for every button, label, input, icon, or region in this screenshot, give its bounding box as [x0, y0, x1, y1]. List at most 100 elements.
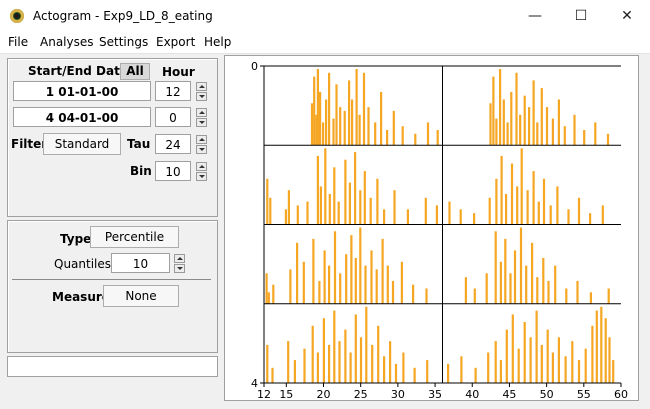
activity-bar	[551, 352, 554, 383]
activity-bar	[287, 190, 290, 225]
menu-settings[interactable]: Settings	[99, 35, 149, 49]
activity-bar	[351, 99, 354, 146]
activity-bar	[577, 197, 581, 225]
activity-bar	[565, 288, 568, 304]
activity-bar	[489, 103, 492, 146]
menu-help[interactable]: Help	[204, 35, 232, 49]
activity-bar	[350, 235, 353, 304]
activity-bar	[402, 352, 405, 383]
activity-bar	[447, 363, 450, 383]
quantiles-label: Quantiles	[54, 257, 112, 271]
activity-bar	[316, 352, 319, 383]
activity-bar	[608, 337, 611, 384]
activity-bar	[460, 356, 463, 383]
activity-bar	[584, 348, 587, 383]
bin-spinner[interactable]	[196, 162, 207, 181]
activity-bar	[355, 69, 358, 146]
end-hour-spinner[interactable]	[196, 108, 207, 127]
activity-bar	[383, 356, 386, 383]
activity-bar	[532, 80, 535, 146]
activity-bar	[529, 337, 532, 384]
activity-bar	[323, 250, 326, 304]
activity-bar	[392, 110, 395, 146]
x-tick-label: 12	[257, 388, 271, 400]
x-tick-label: 60	[614, 388, 628, 400]
activity-bar	[269, 197, 272, 225]
activity-bar	[354, 258, 357, 304]
activity-bar	[499, 69, 502, 146]
activity-bar	[266, 344, 269, 383]
activity-bar	[485, 273, 488, 304]
activity-bar	[359, 227, 362, 304]
activity-bar	[556, 186, 559, 225]
start-end-date-label: Start/End Date	[28, 64, 128, 78]
activity-bar	[348, 182, 351, 225]
activity-bar	[313, 76, 316, 146]
x-tick-label: 45	[502, 388, 516, 400]
start-hour-spinner[interactable]	[196, 82, 207, 101]
tau-field[interactable]: 24	[155, 134, 191, 154]
activity-bar	[293, 360, 296, 383]
activity-bar	[499, 261, 502, 304]
activity-bar	[563, 126, 566, 146]
bin-field[interactable]: 10	[155, 161, 191, 181]
menu-file[interactable]: File	[8, 35, 29, 49]
activity-bar	[567, 209, 570, 225]
activity-bar	[473, 213, 476, 225]
quantiles-field[interactable]: 10	[111, 253, 170, 273]
x-tick-label: 30	[391, 388, 405, 400]
menu-analyses[interactable]: Analyses	[40, 35, 94, 49]
activity-bar	[532, 171, 535, 225]
activity-bar	[426, 360, 429, 383]
activity-bar	[612, 360, 615, 383]
activity-bar	[499, 360, 502, 383]
start-hour-field[interactable]: 12	[155, 81, 191, 101]
activity-bar	[506, 122, 509, 146]
activity-bar	[526, 190, 529, 225]
activity-bar	[513, 250, 517, 304]
activity-bar	[381, 238, 384, 304]
activity-bar	[547, 280, 550, 304]
activity-bar	[510, 91, 513, 146]
activity-bar	[371, 344, 374, 383]
filter-dropdown[interactable]: Standard	[43, 133, 121, 155]
minimize-button[interactable]: —	[528, 8, 542, 24]
activity-bar	[315, 114, 318, 146]
quantiles-spinner[interactable]	[174, 254, 185, 273]
activity-bar	[362, 72, 366, 146]
activity-bar	[344, 329, 347, 383]
end-hour-field[interactable]: 0	[155, 107, 191, 127]
end-date-field[interactable]: 4 04-01-00	[13, 107, 151, 127]
all-button[interactable]: All	[120, 63, 150, 80]
activity-bar	[606, 133, 610, 146]
start-date-field[interactable]: 1 01-01-00	[13, 81, 151, 101]
maximize-button[interactable]: ☐	[574, 8, 588, 24]
activity-bar	[494, 231, 497, 304]
activity-bar	[436, 130, 439, 146]
activity-bar	[400, 261, 403, 304]
x-tick-label: 55	[577, 388, 591, 400]
activity-bar	[536, 277, 539, 304]
window-title: Actogram - Exp9_LD_8_eating	[33, 9, 213, 23]
activity-bar	[343, 110, 346, 146]
actogram-plot: 0 4 12 15 20 25 30 35 40 45 50 55 60	[224, 55, 639, 401]
activity-bar	[287, 341, 290, 383]
activity-bar	[528, 107, 531, 146]
activity-bar	[525, 265, 528, 304]
activity-bar	[339, 273, 342, 304]
type-dropdown[interactable]: Percentile	[90, 226, 179, 248]
activity-bar	[551, 118, 554, 146]
activity-bar	[601, 205, 604, 225]
tau-spinner[interactable]	[196, 135, 207, 154]
close-button[interactable]: ✕	[621, 8, 633, 24]
activity-bar	[303, 348, 306, 383]
activity-bar	[319, 186, 322, 225]
activity-bar	[325, 99, 328, 146]
y-tick-label: 4	[251, 377, 258, 390]
activity-bar	[426, 122, 430, 146]
menu-export[interactable]: Export	[156, 35, 196, 49]
activity-bar	[284, 209, 287, 225]
measure-dropdown[interactable]: None	[103, 285, 179, 307]
activity-bar	[358, 114, 361, 146]
activity-bar	[492, 76, 495, 146]
